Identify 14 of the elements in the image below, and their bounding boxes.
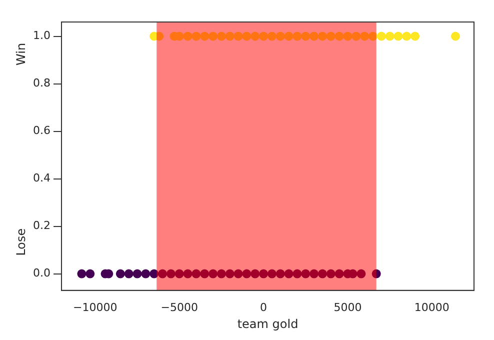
x-tick-label: 10000 [414, 300, 450, 314]
y-tick-label: 0.8 [32, 76, 50, 90]
x-tick-label: 5000 [334, 300, 362, 314]
x-tick-label: −5000 [160, 300, 198, 314]
y-tick-label: 0.6 [32, 124, 50, 138]
y-tick-label: 0.2 [32, 219, 50, 232]
y-tick-label: 1.0 [32, 29, 50, 42]
y-tick-label: 0.0 [32, 266, 50, 280]
text: Lose [14, 228, 28, 256]
x-tick-label: −10000 [73, 300, 118, 314]
y-tick-label: 0.4 [32, 172, 50, 185]
x-axis-title: team gold [237, 316, 298, 331]
x-tick-label: 0 [260, 300, 268, 314]
text: Win [14, 42, 28, 66]
